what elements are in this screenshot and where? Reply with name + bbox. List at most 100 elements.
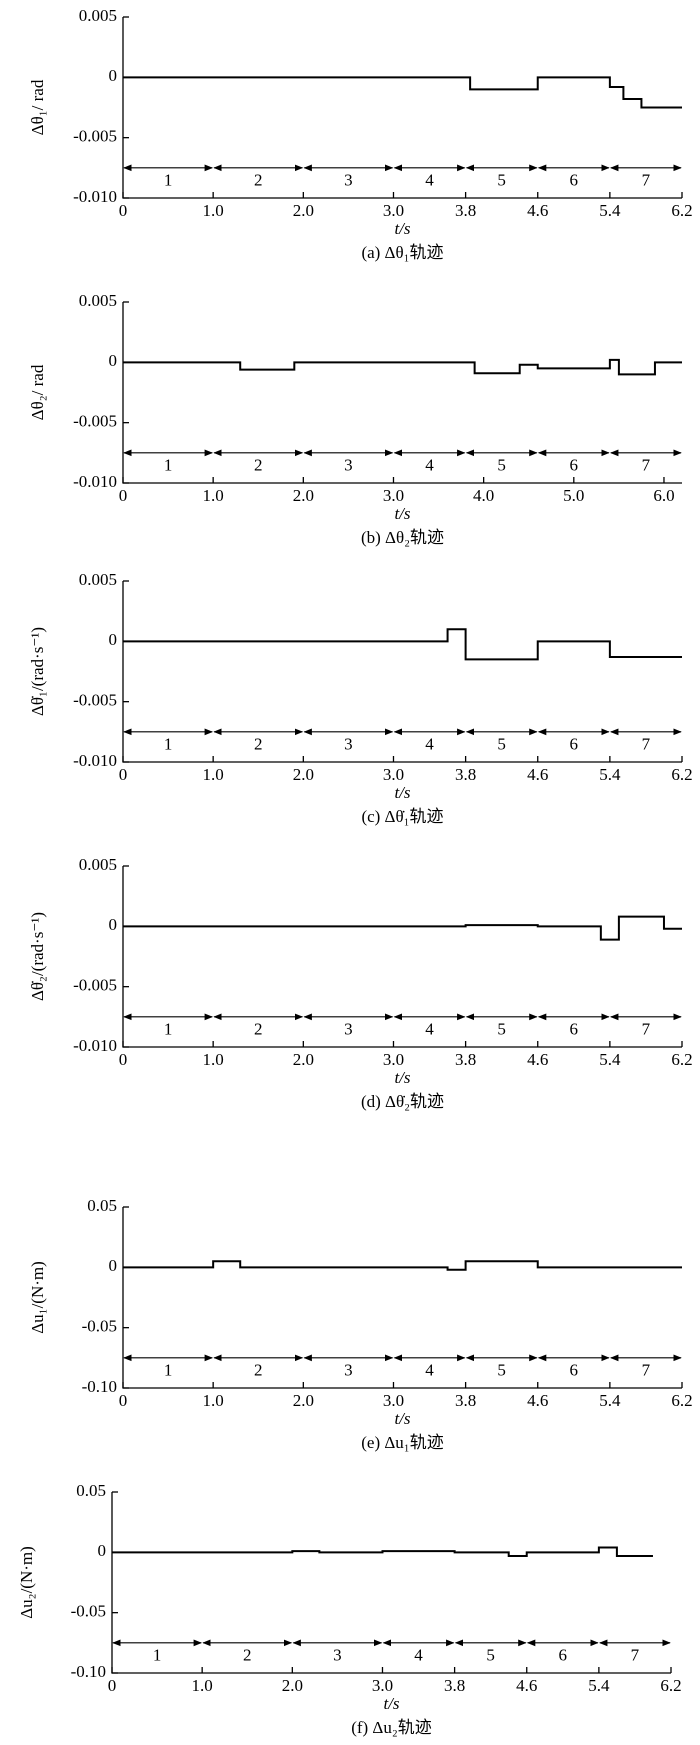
x-axis-label: t/s xyxy=(383,1694,399,1713)
x-tick-label: 1.0 xyxy=(203,1050,224,1069)
phase-label: 1 xyxy=(164,735,173,754)
phase-label: 7 xyxy=(631,1646,640,1665)
y-tick-label: 0 xyxy=(109,66,118,85)
x-tick-label: 0 xyxy=(119,1391,128,1410)
y-axis-label: Δθ₂/ rad xyxy=(28,364,47,420)
phase-label: 5 xyxy=(486,1646,495,1665)
y-axis-label: Δθ̇₂/(rad·s⁻¹) xyxy=(28,912,47,1001)
x-tick-label: 0 xyxy=(119,201,128,220)
y-tick-label: 0 xyxy=(109,630,118,649)
phase-label: 4 xyxy=(425,1020,434,1039)
phase-label: 6 xyxy=(570,1020,579,1039)
x-tick-label: 4.6 xyxy=(527,1050,548,1069)
x-axis-label: t/s xyxy=(394,1409,410,1428)
y-tick-label: 0 xyxy=(98,1541,107,1560)
x-tick-label: 2.0 xyxy=(282,1676,303,1695)
caption: (b) Δθ₂轨迹 xyxy=(361,528,444,547)
y-tick-label: 0.005 xyxy=(79,6,117,25)
x-tick-label: 0 xyxy=(119,486,128,505)
x-tick-label: 4.6 xyxy=(527,1391,548,1410)
x-tick-label: 4.6 xyxy=(527,201,548,220)
caption: (a) Δθ₁轨迹 xyxy=(361,243,443,262)
axes xyxy=(122,302,682,484)
x-tick-label: 2.0 xyxy=(293,765,314,784)
x-tick-label: 0 xyxy=(119,1050,128,1069)
y-tick-label: -0.010 xyxy=(73,472,117,491)
axes xyxy=(122,17,682,199)
x-tick-label: 1.0 xyxy=(203,765,224,784)
x-tick-label: 3.8 xyxy=(455,1391,476,1410)
y-tick-label: -0.05 xyxy=(71,1602,106,1621)
x-axis-label: t/s xyxy=(394,1068,410,1087)
x-tick-label: 6.2 xyxy=(671,1050,692,1069)
x-tick-label: 3.8 xyxy=(455,765,476,784)
y-tick-label: 0.005 xyxy=(79,570,117,589)
axes xyxy=(122,866,682,1048)
phase-label: 5 xyxy=(497,456,506,475)
phase-label: 7 xyxy=(642,171,651,190)
x-tick-label: 1.0 xyxy=(203,1391,224,1410)
phase-label: 4 xyxy=(414,1646,423,1665)
x-tick-label: 6.2 xyxy=(671,1391,692,1410)
y-axis-label: Δu₂/(N·m) xyxy=(17,1546,36,1619)
caption: (c) Δθ̇₁轨迹 xyxy=(361,807,443,826)
phase-label: 2 xyxy=(254,1361,263,1380)
x-tick-label: 5.4 xyxy=(588,1676,610,1695)
y-tick-label: -0.010 xyxy=(73,187,117,206)
x-tick-label: 4.6 xyxy=(516,1676,537,1695)
panel: 0.050-0.05-0.100 1.0 2.0 3.0 3.8 4.6 5.4 6.21 2 3… xyxy=(28,1196,693,1452)
phase-label: 3 xyxy=(344,735,353,754)
x-tick-label: 1.0 xyxy=(203,201,224,220)
phase-label: 7 xyxy=(642,1361,651,1380)
x-tick-label: 6.2 xyxy=(671,201,692,220)
y-tick-label: 0.005 xyxy=(79,855,117,874)
y-tick-label: -0.005 xyxy=(73,976,117,995)
y-tick-label: -0.10 xyxy=(71,1662,106,1681)
x-tick-label: 2.0 xyxy=(293,1050,314,1069)
axes xyxy=(111,1492,671,1674)
x-tick-label: 3.0 xyxy=(372,1676,393,1695)
x-axis-label: t/s xyxy=(394,783,410,802)
panel: 0.050-0.05-0.100 1.0 2.0 3.0 3.8 4.6 5.4 6.21 2 3… xyxy=(17,1481,682,1737)
x-axis-label: t/s xyxy=(394,219,410,238)
x-tick-label: 5.4 xyxy=(599,1391,621,1410)
phase-label: 4 xyxy=(425,171,434,190)
phase-label: 5 xyxy=(497,735,506,754)
x-tick-label: 2.0 xyxy=(293,1391,314,1410)
trace xyxy=(112,1546,653,1557)
phase-label: 2 xyxy=(254,735,263,754)
y-tick-label: 0 xyxy=(109,351,118,370)
x-tick-label: 5.0 xyxy=(563,486,584,505)
x-tick-label: 2.0 xyxy=(293,201,314,220)
phase-label: 4 xyxy=(425,456,434,475)
phase-label: 2 xyxy=(254,171,263,190)
x-tick-label: 4.6 xyxy=(527,765,548,784)
x-tick-label: 5.4 xyxy=(599,201,621,220)
phase-label: 7 xyxy=(642,735,651,754)
phase-label: 3 xyxy=(333,1646,342,1665)
phase-label: 2 xyxy=(243,1646,252,1665)
y-tick-label: -0.05 xyxy=(82,1317,117,1336)
phase-label: 7 xyxy=(642,456,651,475)
x-tick-label: 0 xyxy=(119,765,128,784)
y-tick-label: 0 xyxy=(109,915,118,934)
x-tick-label: 6.0 xyxy=(653,486,674,505)
y-tick-label: -0.10 xyxy=(82,1377,117,1396)
phase-label: 6 xyxy=(570,456,579,475)
caption: (f) Δu₂轨迹 xyxy=(351,1718,432,1737)
y-tick-label: 0.05 xyxy=(76,1481,106,1500)
y-tick-label: -0.010 xyxy=(73,1036,117,1055)
trace xyxy=(123,76,682,109)
y-axis-label: Δθ₁/ rad xyxy=(28,79,47,135)
x-tick-label: 6.2 xyxy=(660,1676,681,1695)
x-tick-label: 4.0 xyxy=(473,486,494,505)
y-tick-label: -0.005 xyxy=(73,127,117,146)
x-tick-label: 0 xyxy=(108,1676,117,1695)
y-tick-label: 0.05 xyxy=(87,1196,117,1215)
phase-label: 6 xyxy=(570,171,579,190)
x-tick-label: 5.4 xyxy=(599,765,621,784)
